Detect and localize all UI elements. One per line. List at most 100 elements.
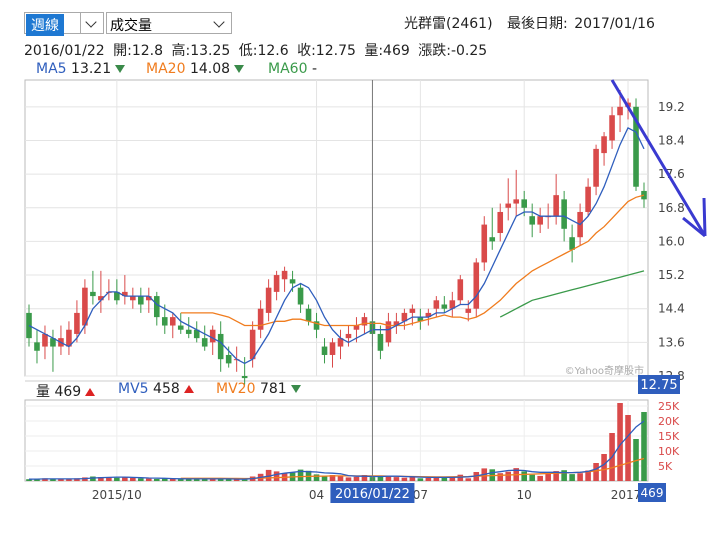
price-tick-label: 16.0 [658,234,685,248]
volume-bar [209,478,216,481]
candle-body [385,321,392,343]
volume-bar [217,478,224,481]
volume-bar [201,478,208,481]
ma60-line [499,270,645,318]
volume-bar [521,471,527,481]
volume-bar [593,463,599,481]
candle-body [50,338,56,347]
candle-body [130,296,136,301]
volume-bar [337,476,344,481]
mv5-line [28,420,645,480]
candle-body [473,262,480,309]
down-arrow-icon [115,65,126,73]
stock-header: 光群雷(2461) 最後日期: 2017/01/16 [404,13,655,33]
volume-bar [106,477,112,481]
volume-bar [585,470,591,481]
annotation-arrow [610,79,707,237]
candle-body [609,115,615,141]
down-arrow-icon [234,65,245,73]
mv5-legend: MV5 458 [118,381,194,397]
volume-bar [433,477,440,481]
volume-bar [361,475,368,481]
x-tick-label: 2015/10 [92,488,142,502]
candle-body [569,237,575,250]
volume-bar [90,476,96,481]
indicator-select[interactable]: 成交量 [106,12,232,34]
volume-bar [42,478,48,481]
candle-body [585,186,591,212]
ma60-label: MA60 [268,61,308,77]
x-tick-label: 07 [413,488,428,502]
price-tick-label: 14.4 [658,302,685,316]
candle-body [425,312,432,318]
candle-body [529,216,535,225]
cursor-high: 高:13.25 [171,43,231,59]
volume-bar [393,477,400,481]
volume-bar [321,476,328,481]
candle-body [313,321,320,330]
volume-bar [497,473,504,481]
candle-body [98,296,104,301]
mv5-value: 458 [153,381,180,397]
volume-bar [34,478,40,481]
indicator-select-value: 成交量 [110,18,152,34]
candle-body [289,279,296,284]
candle-body [193,329,200,339]
candle-body [82,287,88,326]
candle-body [241,376,248,379]
last-close-tag-label: 12.75 [640,378,677,393]
volume-bar [177,479,184,481]
volume-tick-label: 25K [658,400,680,413]
candle-body [617,106,623,116]
candle-body [481,224,488,263]
candle-body [273,275,280,292]
volume-tick-label: 5K [658,460,673,473]
volume-bar [417,478,424,481]
volume-bar [545,473,551,481]
candle-body [489,237,496,242]
ma20-legend: MA20 14.08 [146,61,245,77]
ma5-legend: MA5 13.21 [36,61,126,77]
volume-bar [553,471,559,481]
period-select[interactable]: 週線 [24,12,104,36]
cursor-date-tag [330,483,415,503]
candle-body [497,211,504,233]
candle-body [90,291,96,297]
candle-body [265,287,272,313]
x-tick-label: 2017/ [611,488,647,502]
candle-body [337,338,344,347]
volume-bar [385,475,392,481]
candle-body [146,296,152,301]
cursor-close: 收:12.75 [297,43,356,59]
candle-body [66,329,72,347]
candle-body [633,106,639,187]
volume-bar [241,479,248,481]
volume-bar [138,478,144,481]
chevron-down-icon[interactable] [80,13,103,33]
ma5-label: MA5 [36,61,67,77]
candle-body [537,216,543,225]
mv20-label: MV20 [216,381,256,397]
vol-value: 469 [54,384,82,400]
candle-body [185,329,192,334]
ma20-value: 14.08 [189,61,231,77]
candle-body [225,354,232,364]
x-tick-label: 04 [309,488,324,502]
volume-bar [457,474,464,481]
volume-bar [74,478,80,481]
volume-legend: 量 469 [36,381,96,401]
volume-bar [297,469,304,481]
candle-body [217,333,224,360]
candle-body [521,199,527,208]
volume-bar [601,454,607,481]
candle-body [169,317,176,326]
candle-body [122,291,128,297]
volume-bar [465,478,472,481]
candle-body [153,296,160,318]
candle-body [297,287,304,305]
stock-name: 光群雷(2461) [404,16,493,32]
cursor-volume: 量:469 [364,43,410,59]
price-tick-label: 13.6 [658,335,685,349]
volume-bar [146,478,152,481]
